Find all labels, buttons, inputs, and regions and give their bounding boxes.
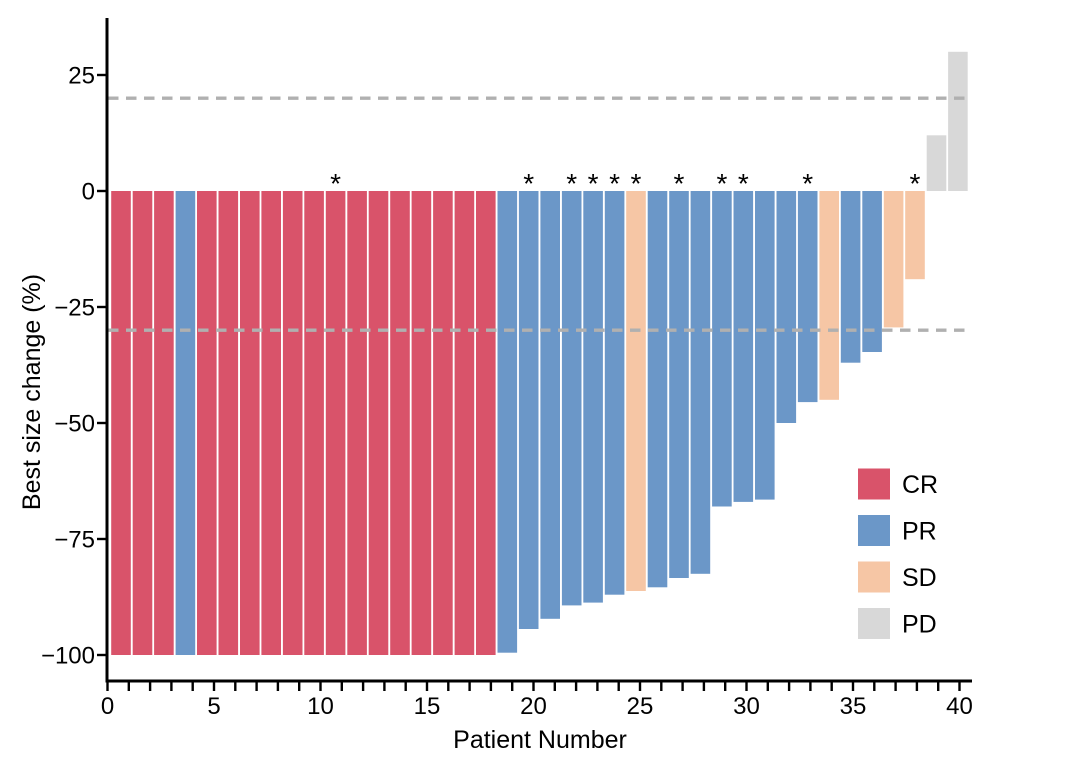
legend-swatch-PD (858, 608, 890, 639)
y-axis-tick-label--25: −25 (54, 295, 95, 322)
bar-patient-30 (733, 191, 754, 502)
bar-patient-15 (411, 191, 432, 655)
asterisk-annotation-patient-24: * (609, 168, 620, 199)
asterisk-annotation-patient-27: * (674, 168, 685, 199)
x-axis-title: Patient Number (453, 726, 627, 754)
bar-patient-31 (755, 191, 775, 500)
bar-patient-16 (433, 191, 453, 655)
y-axis-tick-label--50: −50 (54, 411, 95, 438)
asterisk-annotation-patient-11: * (330, 168, 341, 199)
legend-label-CR: CR (902, 471, 938, 499)
bar-patient-3 (154, 191, 174, 655)
asterisk-annotation-patient-25: * (631, 168, 642, 199)
bar-patient-33 (797, 191, 818, 403)
bar-patient-34 (819, 191, 839, 400)
bar-patient-13 (368, 191, 389, 655)
x-axis-tick-label-0: 0 (101, 693, 114, 720)
annotations-layer: * * * * * * * * * * * (330, 168, 920, 199)
x-axis-tick-label-25: 25 (627, 693, 654, 720)
bar-patient-1 (111, 191, 131, 655)
bar-patient-14 (390, 191, 410, 655)
bar-patient-39 (926, 135, 947, 191)
asterisk-annotation-patient-33: * (802, 168, 813, 199)
bar-patient-40 (948, 51, 968, 191)
bar-patient-12 (347, 191, 367, 655)
bar-patient-23 (583, 191, 603, 603)
bar-patient-4 (175, 191, 196, 655)
y-axis-title: Best size change (%) (18, 274, 46, 510)
y-axis-tick-label--75: −75 (54, 527, 95, 554)
x-axis-tick-label-5: 5 (207, 693, 220, 720)
x-axis-tick-label-35: 35 (840, 693, 867, 720)
asterisk-annotation-patient-23: * (588, 168, 599, 199)
asterisk-annotation-patient-30: * (738, 168, 749, 199)
legend-item-CR: CR (858, 468, 938, 500)
legend-swatch-SD (858, 561, 890, 593)
legend-swatch-PR (858, 515, 890, 546)
bar-patient-26 (647, 191, 668, 588)
bar-patient-35 (840, 191, 861, 363)
bar-patient-22 (561, 191, 582, 606)
bar-patient-27 (669, 191, 689, 578)
x-axis-tick-label-15: 15 (414, 693, 441, 720)
bar-patient-2 (132, 191, 153, 655)
asterisk-annotation-patient-20: * (523, 168, 534, 199)
asterisk-annotation-patient-29: * (716, 168, 727, 199)
bar-patient-8 (261, 191, 281, 655)
bar-patient-18 (476, 191, 496, 655)
bar-patient-5 (197, 191, 217, 655)
bars-layer (111, 51, 968, 655)
bar-patient-10 (304, 191, 324, 655)
bar-patient-28 (690, 191, 711, 574)
axes-layer: 0 5 10 15 20 25 30 35 40 25 0 −25 −50 −75 −100 (41, 18, 973, 720)
y-axis-tick-label-0: 0 (82, 179, 95, 206)
asterisk-annotation-patient-38: * (910, 168, 921, 199)
bar-patient-29 (712, 191, 732, 507)
y-axis-tick-label--100: −100 (41, 643, 95, 670)
x-axis-tick-label-10: 10 (307, 693, 334, 720)
legend-label-SD: SD (902, 564, 937, 592)
legend-swatch-CR (858, 468, 890, 500)
bar-patient-25 (626, 191, 646, 591)
bar-patient-19 (497, 191, 518, 653)
bar-patient-11 (325, 191, 346, 655)
x-axis-tick-label-20: 20 (520, 693, 547, 720)
asterisk-annotation-patient-22: * (566, 168, 577, 199)
legend-label-PD: PD (902, 611, 937, 639)
legend-item-PR: PR (858, 515, 937, 546)
bar-patient-7 (240, 191, 260, 655)
y-axis-tick-label-25: 25 (68, 63, 95, 90)
bar-patient-20 (518, 191, 539, 629)
legend: CR PR SD PD (858, 468, 938, 639)
bar-patient-6 (218, 191, 239, 655)
bar-patient-9 (282, 191, 303, 655)
bar-patient-17 (454, 191, 475, 655)
bar-patient-24 (604, 191, 625, 595)
bar-patient-37 (883, 191, 904, 328)
x-axis-tick-label-30: 30 (733, 693, 760, 720)
legend-item-SD: SD (858, 561, 937, 593)
legend-label-PR: PR (902, 518, 937, 546)
bar-patient-38 (905, 191, 925, 280)
bar-patient-21 (540, 191, 560, 619)
bar-patient-32 (776, 191, 797, 423)
x-axis-tick-label-40: 40 (946, 693, 973, 720)
legend-item-PD: PD (858, 608, 937, 639)
bar-patient-36 (862, 191, 882, 352)
